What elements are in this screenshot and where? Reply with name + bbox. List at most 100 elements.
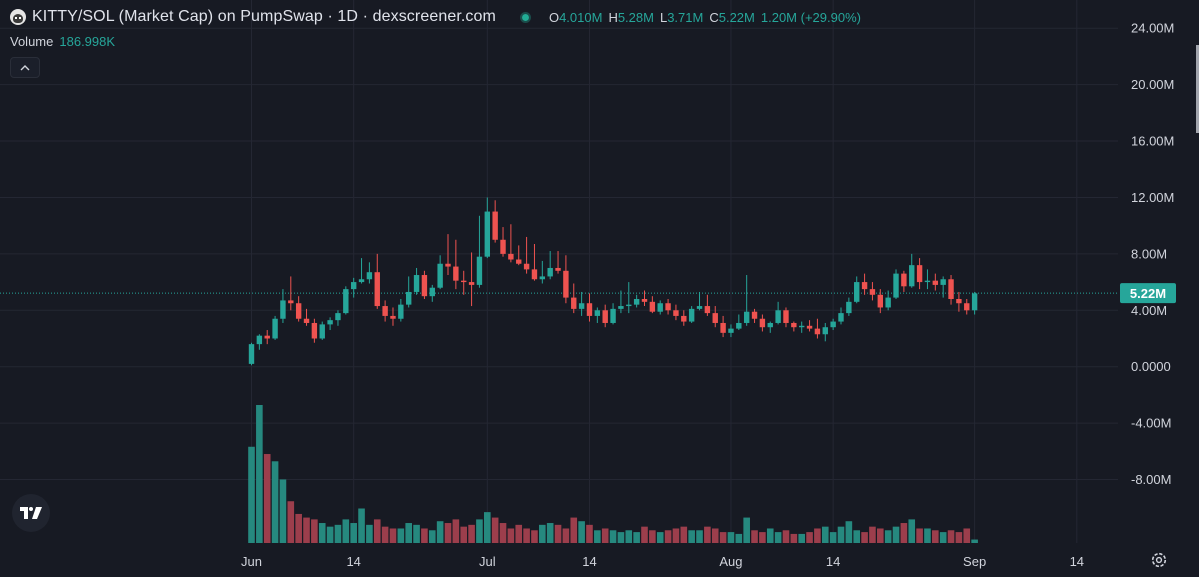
price-tick-label: 12.00M [1131,190,1174,205]
change-value: 1.20M (+29.90%) [760,9,861,25]
candle-body [468,282,475,285]
candle-body [657,303,663,312]
volume-bar [507,528,515,543]
candle-body [555,267,561,271]
candle-body [523,263,530,270]
market-status-icon[interactable] [519,11,531,23]
volume-bar [837,526,845,543]
last-price-badge-bg [1120,283,1176,304]
ohlc-values: O4.010M H5.28M L3.71M C5.22M 1.20M (+29.90%) [549,10,861,25]
volume-bar [295,513,302,543]
tradingview-logo[interactable] [12,494,50,532]
time-axis[interactable]: Jun 14 Jul 14 Aug 14 Sep 14 [241,554,1084,569]
candle-body [500,239,506,254]
candle-body [869,289,876,295]
candle-body [720,322,726,333]
low-label: L [659,9,668,25]
volume-bar [845,521,853,543]
scrollbar[interactable] [1196,45,1199,133]
candle-body [571,297,577,309]
volume-bar [727,532,735,543]
candle-body [688,308,695,322]
volume-bar [963,528,971,543]
candle-body [618,306,624,309]
volume-bar [389,528,397,543]
candle-body [602,310,608,323]
candle-body [728,328,734,333]
time-tick-label: 14 [346,554,360,569]
volume-bar [523,528,530,543]
price-tick-label: -4.00M [1131,416,1171,431]
chart-grid [0,0,1118,543]
volume-bar [570,517,578,543]
time-tick-label: 14 [1070,554,1084,569]
token-avatar-icon [10,9,26,25]
volume-bar [554,524,562,543]
symbol-title[interactable]: KITTY/SOL (Market Cap) on PumpSwap · 1D … [32,8,496,25]
volume-bar [515,524,523,543]
collapse-legend-button[interactable] [10,57,40,78]
volume-bar [397,528,405,543]
volume-bar [452,519,460,543]
volume-bar [829,532,837,543]
volume-bar [531,530,538,543]
candle-body [956,299,962,304]
volume-bar [271,461,279,543]
candle-body [791,322,797,328]
volume-bar [743,517,750,543]
volume-bar [641,526,648,543]
candle-body [516,259,522,264]
low-value: 3.71M [667,9,704,25]
volume-bar [939,532,947,543]
candle-body [885,297,891,308]
candle-body [508,253,514,260]
candle-body [626,304,632,307]
candle-body [248,344,255,364]
volume-bar [916,528,923,543]
volume-label: Volume [10,34,54,49]
close-value: 5.22M [718,9,755,25]
candle-body [374,272,380,307]
price-tick-label: -8.00M [1131,472,1171,487]
volume-bar [405,523,412,543]
price-tick-label: 8.00M [1131,246,1167,261]
volume-bar [696,530,703,543]
candlestick-series [248,197,978,366]
candle-body [398,304,404,319]
volume-bar [672,528,680,543]
volume-bar [971,539,978,543]
time-tick-label: Jul [479,554,496,569]
tradingview-logo-icon [20,507,42,519]
candle-body [681,315,687,322]
volume-bar [287,501,295,543]
price-axis[interactable]: 24.00M 20.00M 16.00M 12.00M 8.00M 4.00M 0.0000… [1131,21,1174,487]
volume-bars [248,405,978,543]
volume-bar [421,528,428,543]
volume-bar [774,532,782,543]
candle-body [272,318,278,339]
high-label: H [608,9,618,25]
candle-body [673,310,679,316]
candle-body [429,287,435,297]
price-tick-label: 16.00M [1131,134,1174,149]
candle-body [311,322,318,339]
volume-bar [256,405,263,543]
candle-body [437,263,443,288]
candle-body [390,315,396,319]
gear-icon [1151,552,1167,568]
candle-body [256,335,263,345]
candle-body [358,279,365,283]
candle-body [461,280,467,283]
volume-bar [539,524,546,543]
settings-button[interactable] [1148,549,1170,571]
volume-bar [601,528,609,543]
candle-body [767,322,773,328]
candle-body [861,282,868,290]
volume-bar [578,521,585,543]
volume-bar [381,526,389,543]
price-tick-label: 20.00M [1131,77,1174,92]
candle-body [641,299,648,302]
candle-body [264,335,270,339]
candle-body [633,299,640,305]
